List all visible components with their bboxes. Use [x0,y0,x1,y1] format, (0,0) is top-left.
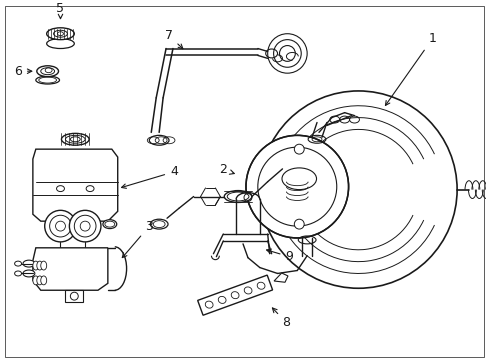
Polygon shape [273,273,287,282]
Polygon shape [197,275,272,315]
Ellipse shape [36,76,60,84]
Ellipse shape [15,261,21,266]
Text: 8: 8 [272,308,290,329]
Ellipse shape [86,186,94,192]
Text: 2: 2 [219,163,234,176]
Ellipse shape [37,276,42,285]
Text: 7: 7 [164,29,183,49]
Text: 3: 3 [122,220,153,258]
Ellipse shape [41,276,46,285]
Ellipse shape [57,186,64,192]
Ellipse shape [41,261,46,270]
Ellipse shape [37,261,42,270]
Polygon shape [33,149,118,221]
Ellipse shape [23,260,35,267]
Ellipse shape [224,190,251,202]
Circle shape [294,219,304,229]
Text: 5: 5 [57,1,64,19]
Polygon shape [33,248,108,290]
Text: 1: 1 [385,32,435,105]
Circle shape [245,135,348,238]
Circle shape [294,144,304,154]
Circle shape [44,210,76,242]
Circle shape [69,210,101,242]
Ellipse shape [102,220,117,229]
Ellipse shape [15,271,21,276]
Text: 4: 4 [122,165,178,188]
Ellipse shape [61,133,89,145]
Ellipse shape [23,270,35,277]
Ellipse shape [33,276,39,285]
Ellipse shape [33,261,39,270]
Text: 9: 9 [266,249,293,263]
Ellipse shape [37,66,59,77]
Ellipse shape [150,219,168,229]
Bar [65,290,83,302]
Ellipse shape [46,39,74,49]
Text: 6: 6 [14,65,32,78]
Ellipse shape [46,28,74,40]
